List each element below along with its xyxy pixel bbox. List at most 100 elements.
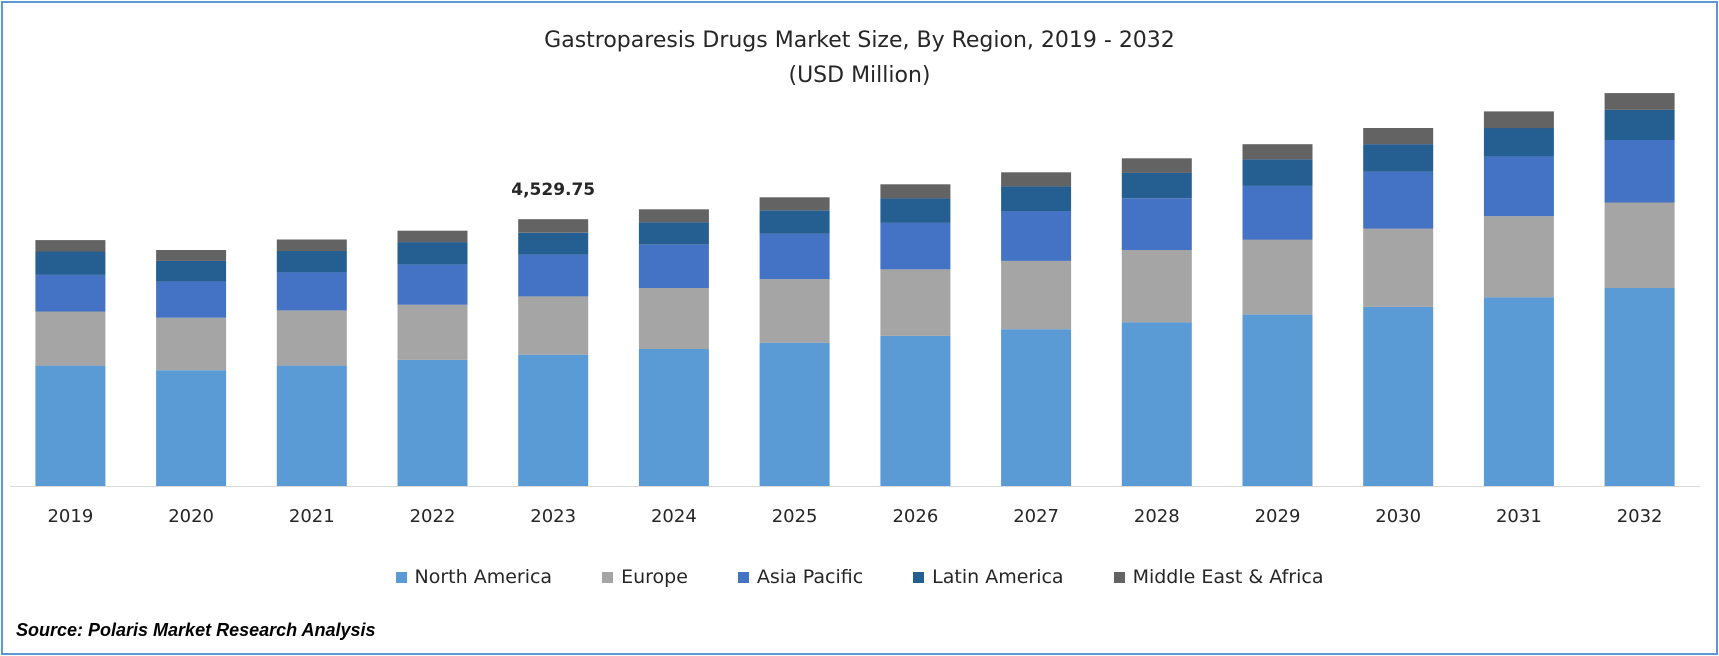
legend-item: Latin America — [913, 566, 1064, 588]
bar-segment-2023-europe — [518, 296, 589, 355]
bar-segment-2026-asia-pacific — [880, 222, 951, 270]
x-tick-label: 2025 — [772, 506, 818, 527]
x-tick-label: 2022 — [410, 506, 456, 527]
bar-segment-2023-middle-east-africa — [518, 219, 589, 233]
bar-segment-2021-latin-america — [276, 251, 347, 273]
bar-segment-2031-asia-pacific — [1483, 156, 1554, 217]
bar-segment-2032-middle-east-africa — [1604, 93, 1675, 110]
x-tick-label: 2023 — [530, 506, 576, 527]
bar-segment-2028-asia-pacific — [1121, 198, 1192, 250]
bar-segment-2031-north-america — [1483, 297, 1554, 486]
bar-segment-2022-europe — [397, 304, 468, 360]
bar-segment-2031-europe — [1483, 216, 1554, 298]
legend-item: North America — [395, 566, 553, 588]
bar-segment-2024-asia-pacific — [638, 244, 709, 288]
bar-segment-2023-asia-pacific — [518, 254, 589, 297]
chart-title: Gastroparesis Drugs Market Size, By Regi… — [544, 28, 1175, 53]
bar-segment-2022-north-america — [397, 359, 468, 486]
bar-segment-2021-middle-east-africa — [276, 239, 347, 251]
bar-segment-2026-europe — [880, 269, 951, 336]
bar-segment-2032-europe — [1604, 202, 1675, 288]
x-tick-label: 2030 — [1375, 506, 1421, 527]
bar-segment-2021-asia-pacific — [276, 272, 347, 311]
bar-segment-2023-latin-america — [518, 232, 589, 255]
legend-item: Middle East & Africa — [1113, 566, 1324, 588]
bar-segment-2020-europe — [156, 317, 227, 371]
x-tick-label: 2020 — [168, 506, 214, 527]
source-note: Source: Polaris Market Research Analysis — [16, 620, 376, 640]
bar-segment-2025-north-america — [759, 342, 830, 486]
legend-label: Europe — [621, 566, 688, 588]
bar-segment-2030-asia-pacific — [1363, 171, 1434, 229]
x-tick-label: 2028 — [1134, 506, 1180, 527]
legend-label: Middle East & Africa — [1132, 566, 1324, 588]
bar-segment-2023-north-america — [518, 354, 589, 486]
bar-segment-2022-asia-pacific — [397, 264, 468, 305]
bar-segment-2020-latin-america — [156, 260, 227, 282]
bar-segment-2032-latin-america — [1604, 109, 1675, 140]
bar-segment-2019-north-america — [35, 365, 106, 486]
bar-segment-2025-middle-east-africa — [759, 197, 830, 211]
bar-segment-2031-middle-east-africa — [1483, 111, 1554, 129]
bar-segment-2028-north-america — [1121, 322, 1192, 486]
legend-swatch — [913, 571, 925, 583]
bar-segment-2024-north-america — [638, 349, 709, 486]
bar-segment-2027-europe — [1001, 260, 1072, 330]
x-tick-label: 2024 — [651, 506, 697, 527]
x-tick-label: 2021 — [289, 506, 335, 527]
bar-segment-2020-asia-pacific — [156, 281, 227, 318]
bar-segment-2025-asia-pacific — [759, 233, 830, 280]
bar-segment-2028-middle-east-africa — [1121, 158, 1192, 173]
legend-swatch — [602, 571, 614, 583]
bar-segment-2027-asia-pacific — [1001, 211, 1072, 261]
bar-segment-2021-north-america — [276, 365, 347, 486]
bar-segment-2029-asia-pacific — [1242, 185, 1313, 240]
bar-segment-2026-latin-america — [880, 198, 951, 223]
bar-segment-2027-north-america — [1001, 329, 1072, 486]
legend-swatch — [1113, 571, 1125, 583]
legend-label: Latin America — [932, 566, 1064, 588]
bar-segment-2030-europe — [1363, 228, 1434, 307]
bar-segment-2024-latin-america — [638, 222, 709, 245]
chart-subtitle: (USD Million) — [788, 63, 931, 88]
x-tick-label: 2027 — [1013, 506, 1059, 527]
bar-segment-2027-latin-america — [1001, 186, 1072, 212]
bar-segment-2024-middle-east-africa — [638, 209, 709, 223]
x-tick-label: 2019 — [47, 506, 93, 527]
bar-segment-2030-middle-east-africa — [1363, 128, 1434, 145]
x-tick-label: 2026 — [892, 506, 938, 527]
legend-item: Europe — [602, 566, 688, 588]
bar-segment-2026-middle-east-africa — [880, 184, 951, 199]
bar-segment-2031-latin-america — [1483, 128, 1554, 157]
bar-segment-2028-europe — [1121, 250, 1192, 323]
legend-label: Asia Pacific — [756, 566, 864, 588]
bar-segment-2029-europe — [1242, 239, 1313, 315]
bar-segment-2022-middle-east-africa — [397, 230, 468, 243]
bar-segment-2019-middle-east-africa — [35, 240, 106, 252]
bar-segment-2030-latin-america — [1363, 144, 1434, 172]
bar-segment-2029-latin-america — [1242, 159, 1313, 186]
legend-item: Asia Pacific — [737, 566, 864, 588]
legend-swatch — [395, 571, 407, 583]
x-tick-label: 2031 — [1496, 506, 1542, 527]
bar-segment-2029-north-america — [1242, 314, 1313, 486]
bar-segment-2028-latin-america — [1121, 172, 1192, 199]
bar-segment-2022-latin-america — [397, 242, 468, 265]
bar-segment-2030-north-america — [1363, 306, 1434, 486]
legend-swatch — [737, 571, 749, 583]
bar-segment-2019-asia-pacific — [35, 275, 106, 312]
bar-segment-2019-europe — [35, 311, 106, 366]
bar-segment-2026-north-america — [880, 335, 951, 486]
bar-segment-2020-north-america — [156, 370, 227, 486]
bar-segment-2025-europe — [759, 279, 830, 343]
bar-segment-2024-europe — [638, 288, 709, 349]
chart-legend: North America Europe Asia Pacific Latin Ame… — [0, 566, 1719, 588]
legend-label: North America — [414, 566, 553, 588]
bar-segment-2032-north-america — [1604, 288, 1675, 486]
data-label: 4,529.75 — [511, 180, 595, 200]
bar-segment-2020-middle-east-africa — [156, 250, 227, 261]
bar-segment-2032-asia-pacific — [1604, 140, 1675, 203]
stacked-bar-chart: 2019 2020 2021 2022 2023 4,529.75 2024 2025 2026… — [10, 93, 1700, 527]
bar-segment-2027-middle-east-africa — [1001, 172, 1072, 187]
x-tick-label: 2032 — [1617, 506, 1663, 527]
